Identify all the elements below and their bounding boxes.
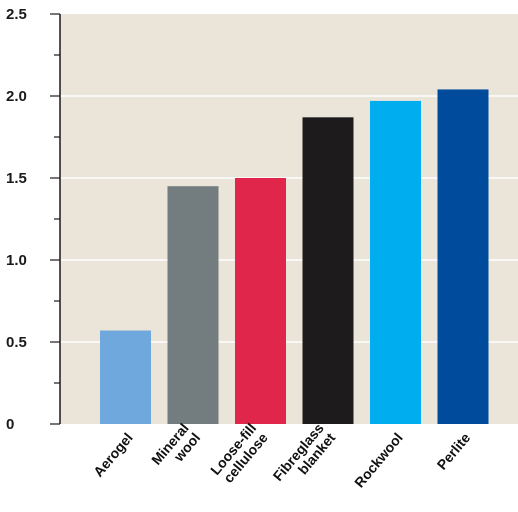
x-tick-label: Aerogel <box>90 430 136 480</box>
bar-perlite <box>438 89 489 424</box>
y-axis-ticks: 0 0.5 1.0 1.5 2.0 2.5 <box>6 6 60 433</box>
x-tick-label: Fibreglassblanket <box>270 420 339 494</box>
y-tick-label: 1.0 <box>6 252 27 269</box>
x-tick-label: Mineralwool <box>148 420 203 477</box>
y-tick-label: 1.5 <box>6 170 27 187</box>
x-tick-label: Loose-fillcellulose <box>207 420 271 488</box>
bar-rockwool <box>370 101 421 424</box>
bar-fibreglass-blanket <box>303 117 354 424</box>
bar-loose-fill-cellulose <box>235 178 286 424</box>
bar-aerogel <box>100 331 151 424</box>
x-tick-label: Rockwool <box>351 430 406 491</box>
y-tick-label: 0.5 <box>6 334 27 351</box>
x-axis-labels: Aerogel Mineralwool Loose-fillcelluloseFib… <box>90 420 473 494</box>
y-tick-label: 2.5 <box>6 6 27 23</box>
x-tick-label: Perlite <box>434 429 474 472</box>
bar-mineral-wool <box>168 186 219 424</box>
y-tick-label: 2.0 <box>6 88 27 105</box>
y-tick-label: 0 <box>6 416 14 433</box>
